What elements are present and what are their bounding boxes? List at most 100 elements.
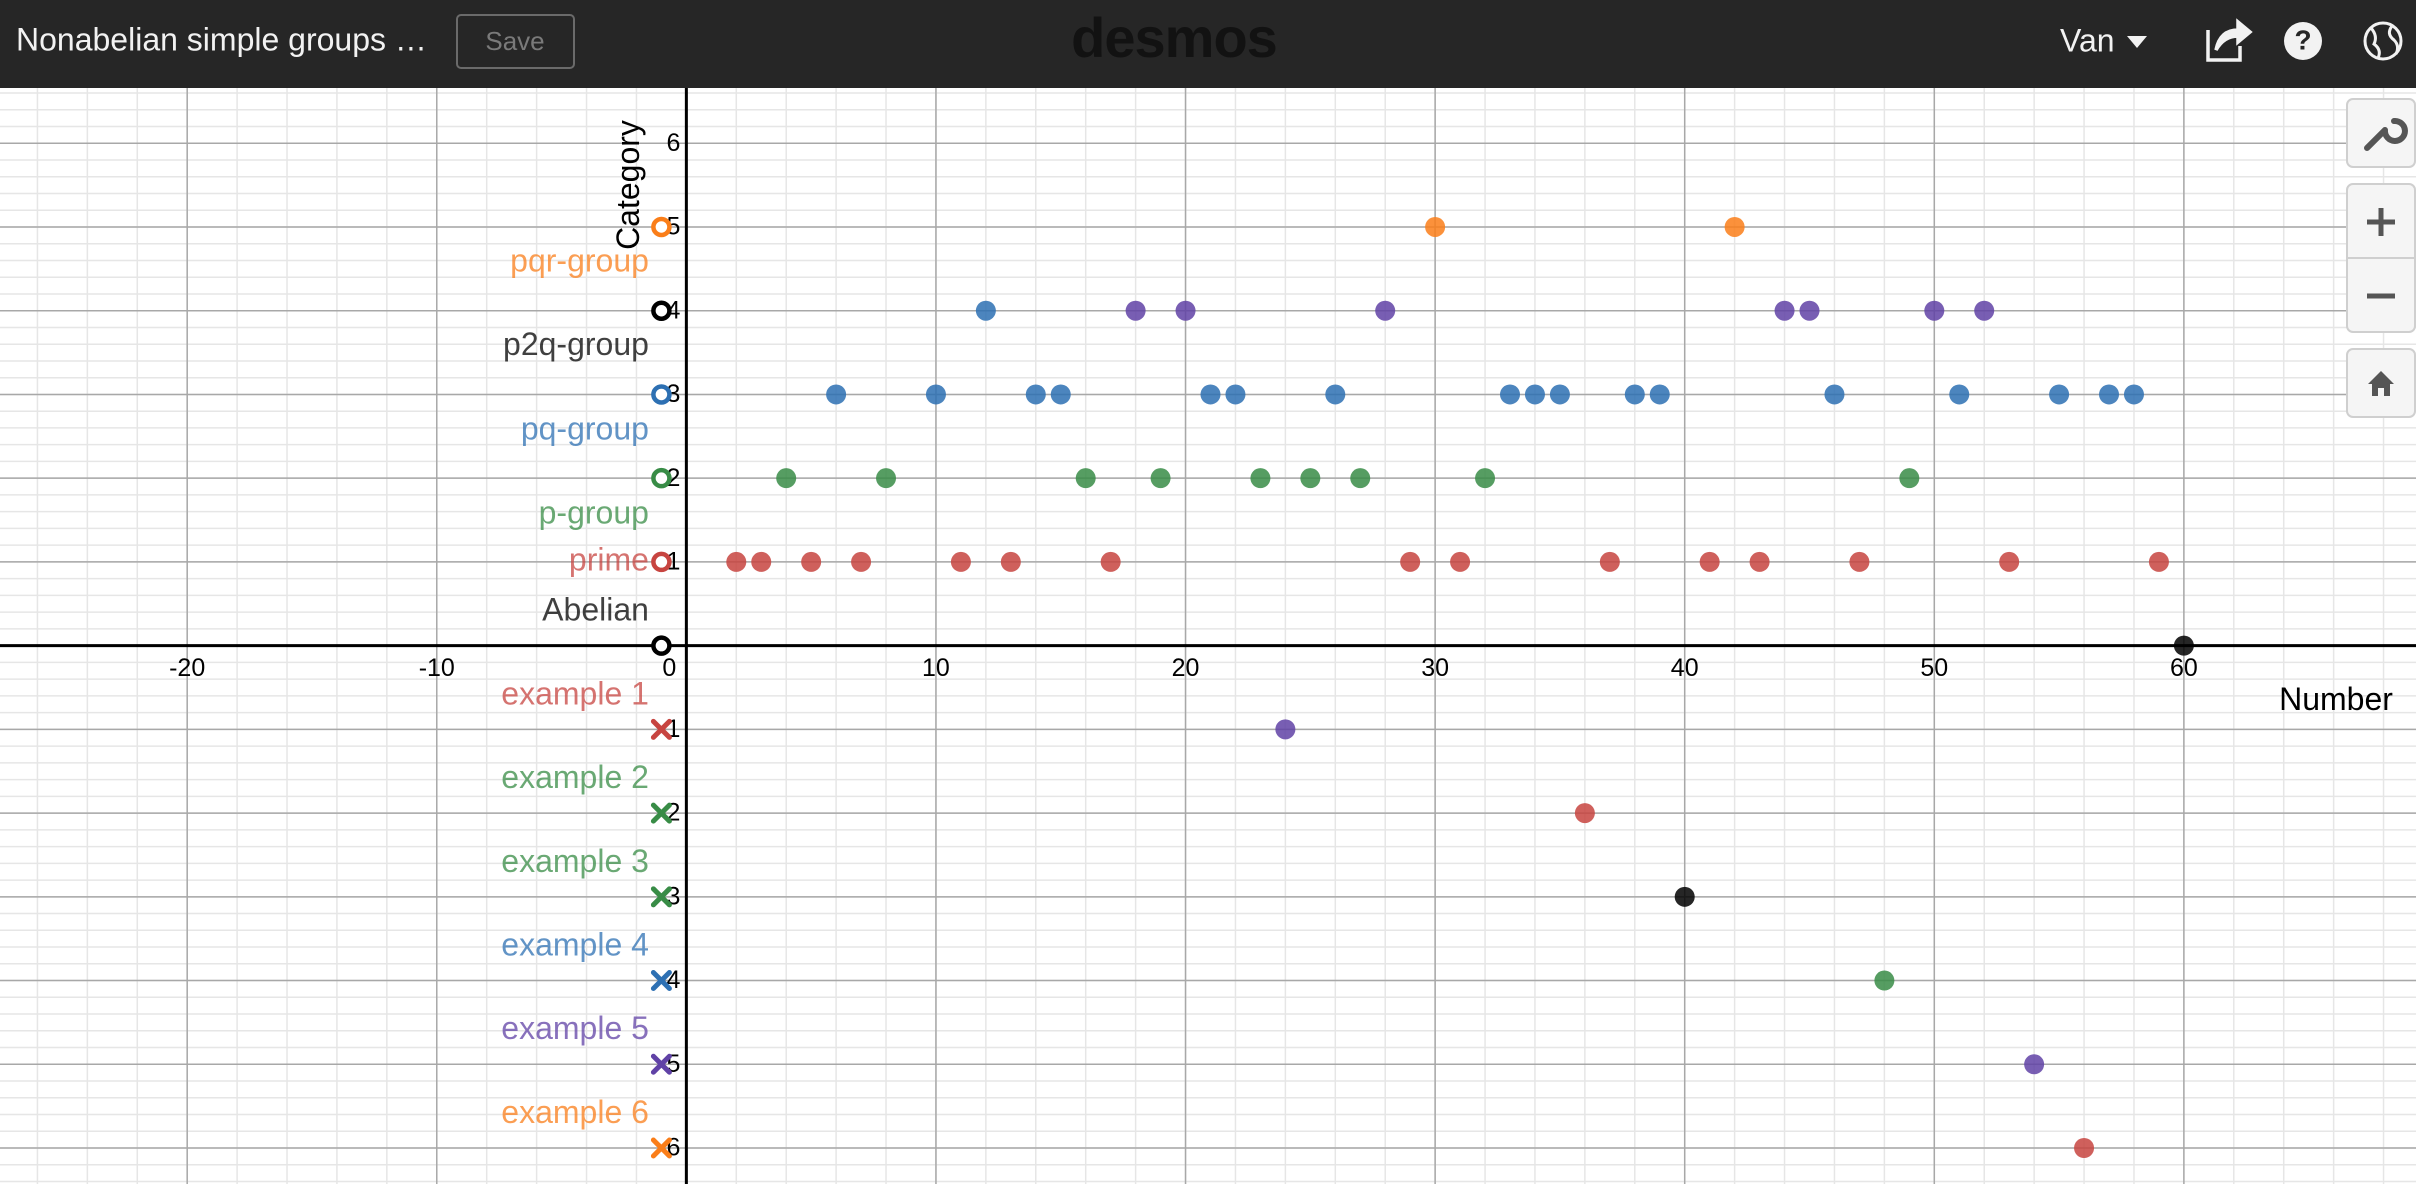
point bbox=[2123, 384, 2144, 405]
point bbox=[2173, 635, 2194, 656]
y-tick-label: -3 bbox=[658, 882, 680, 910]
point bbox=[1674, 886, 1695, 907]
point bbox=[1425, 216, 1446, 237]
cross-marker bbox=[650, 886, 672, 908]
point bbox=[1699, 551, 1720, 572]
point bbox=[1624, 384, 1645, 405]
save-button[interactable] bbox=[456, 14, 575, 69]
category-label: example 6 bbox=[501, 1094, 649, 1130]
point bbox=[1874, 970, 1895, 991]
point bbox=[1574, 803, 1595, 824]
point bbox=[1350, 468, 1371, 489]
point bbox=[925, 384, 946, 405]
point bbox=[1225, 384, 1246, 405]
cross-marker bbox=[650, 802, 672, 824]
y-tick-label: 3 bbox=[666, 380, 680, 408]
point bbox=[2099, 384, 2120, 405]
open-circle-marker bbox=[651, 551, 672, 573]
point bbox=[1974, 300, 1995, 321]
point bbox=[1724, 216, 1745, 237]
category-label: Abelian bbox=[542, 592, 649, 628]
point bbox=[1375, 300, 1396, 321]
category-label: example 5 bbox=[501, 1010, 649, 1046]
home-button[interactable] bbox=[2346, 348, 2416, 418]
point bbox=[1050, 384, 1071, 405]
y-tick-label: -5 bbox=[658, 1050, 680, 1078]
point bbox=[2024, 1054, 2045, 1075]
cross-stroke bbox=[650, 970, 672, 992]
open-circle-marker bbox=[651, 384, 672, 405]
graph-paper: -20 -10 0 10 20 30 40 50 60 -6 -5 -4 -3 -2 -1 1 2 3 4 5 6 Num… bbox=[0, 88, 2416, 1184]
category-label: example 1 bbox=[501, 675, 649, 711]
category-label: p2q-group bbox=[503, 326, 649, 362]
category-label: pqr-group bbox=[510, 242, 649, 278]
point bbox=[1025, 384, 1046, 405]
cross-marker bbox=[650, 1053, 672, 1075]
cross-stroke bbox=[650, 1137, 672, 1159]
point bbox=[1500, 384, 1520, 405]
x-tick-label: 30 bbox=[1421, 654, 1449, 682]
x-tick-label: 60 bbox=[2170, 654, 2198, 682]
point bbox=[1325, 384, 1346, 405]
point bbox=[1749, 551, 1770, 572]
cross-marker bbox=[650, 1137, 672, 1159]
y-axis-label: Category bbox=[610, 120, 646, 250]
y-tick-label: -6 bbox=[658, 1134, 680, 1162]
point bbox=[1275, 719, 1296, 740]
point bbox=[2074, 1137, 2095, 1158]
save-label: Save bbox=[485, 26, 544, 56]
point bbox=[1924, 300, 1945, 321]
point bbox=[1475, 468, 1496, 489]
graph-settings-button[interactable] bbox=[2346, 98, 2416, 168]
point bbox=[950, 551, 971, 572]
point bbox=[1524, 384, 1545, 405]
open-circle-marker bbox=[651, 216, 672, 238]
point bbox=[1450, 551, 1471, 572]
user-menu[interactable]: Van bbox=[2060, 22, 2115, 58]
x-tick-label: 50 bbox=[1920, 654, 1948, 682]
y-tick-label: 5 bbox=[666, 213, 680, 241]
point bbox=[1649, 384, 1670, 405]
category-label: pq-group bbox=[521, 411, 649, 447]
point bbox=[1949, 384, 1970, 405]
point bbox=[1549, 384, 1570, 405]
share-icon[interactable] bbox=[2206, 18, 2253, 62]
category-label: p-group bbox=[539, 494, 649, 530]
point bbox=[2049, 384, 2070, 405]
x-tick-label: -20 bbox=[169, 654, 205, 682]
point bbox=[876, 468, 897, 489]
cross-stroke bbox=[650, 802, 672, 824]
cross-stroke bbox=[650, 1053, 672, 1075]
point bbox=[1899, 468, 1920, 489]
point bbox=[726, 551, 747, 572]
point bbox=[1599, 551, 1620, 572]
point bbox=[751, 551, 772, 572]
x-tick-label: 10 bbox=[922, 654, 950, 682]
point bbox=[1100, 551, 1121, 572]
open-circle-marker bbox=[651, 300, 672, 321]
y-tick-label: 1 bbox=[666, 548, 680, 576]
open-circle-marker bbox=[651, 635, 672, 656]
graph-title[interactable]: Nonabelian simple groups … bbox=[16, 21, 427, 57]
point bbox=[1000, 551, 1021, 572]
zoom-in-button[interactable] bbox=[2367, 208, 2395, 236]
cross-stroke bbox=[650, 718, 672, 740]
point bbox=[1175, 300, 1196, 321]
help-icon[interactable]: ? bbox=[2284, 22, 2322, 60]
language-icon[interactable] bbox=[2363, 21, 2403, 61]
cross-marker bbox=[650, 970, 672, 992]
x-tick-label: -10 bbox=[419, 654, 455, 682]
point bbox=[975, 300, 996, 321]
point bbox=[1075, 468, 1096, 489]
point bbox=[1999, 551, 2020, 572]
y-tick-label: -2 bbox=[658, 799, 680, 827]
desmos-logo: desmos bbox=[1071, 6, 1277, 69]
y-tick-label: -1 bbox=[658, 715, 680, 743]
category-label: example 4 bbox=[501, 927, 649, 963]
x-tick-label: 40 bbox=[1671, 654, 1699, 682]
x-tick-label: 20 bbox=[1172, 654, 1200, 682]
cross-stroke bbox=[650, 886, 672, 908]
y-tick-label: 6 bbox=[666, 129, 680, 157]
point bbox=[1200, 384, 1221, 405]
